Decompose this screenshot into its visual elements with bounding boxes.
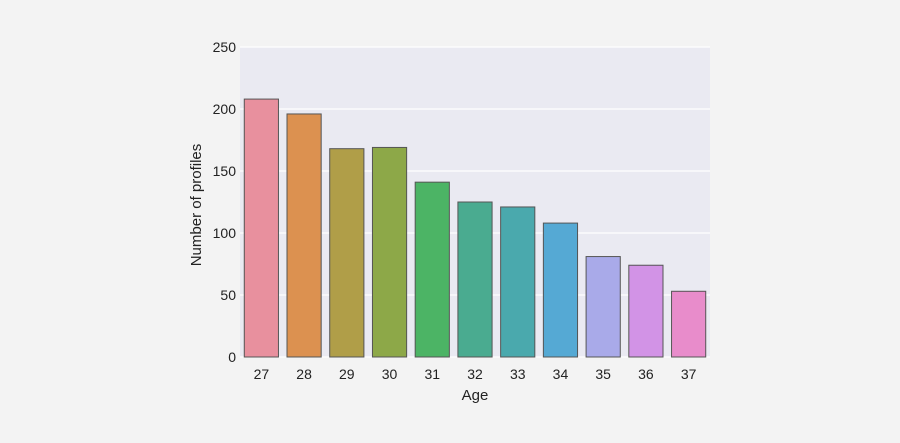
bar-28	[286, 113, 322, 358]
y-tick-label: 250	[213, 39, 237, 55]
bar-35	[585, 256, 621, 358]
bar-30	[371, 146, 408, 358]
bar-31	[414, 181, 450, 358]
bar-32	[457, 201, 493, 358]
x-tick-label: 36	[638, 366, 654, 382]
x-axis-ticks: 27 28 29 30 31 32 33 34 35 36 37	[254, 366, 697, 382]
x-tick-label: 35	[595, 366, 611, 382]
y-tick-label: 150	[213, 163, 237, 179]
y-axis-ticks: 0 50 100 150 200 250	[213, 39, 237, 365]
bars	[243, 98, 707, 358]
x-tick-label: 31	[424, 366, 440, 382]
y-tick-label: 200	[213, 101, 237, 117]
x-tick-label: 33	[510, 366, 526, 382]
y-tick-label: 0	[228, 349, 236, 365]
bar-36	[628, 264, 664, 358]
x-axis-label: Age	[462, 387, 489, 404]
x-tick-label: 29	[339, 366, 355, 382]
y-tick-label: 50	[220, 287, 236, 303]
bar-29	[329, 148, 365, 358]
bar-37	[671, 290, 707, 358]
x-tick-label: 30	[382, 366, 398, 382]
x-tick-label: 34	[553, 366, 569, 382]
x-tick-label: 28	[296, 366, 312, 382]
x-tick-label: 27	[254, 366, 270, 382]
bar-27	[243, 98, 279, 358]
x-tick-label: 37	[681, 366, 697, 382]
bar-34	[542, 222, 579, 358]
bar-33	[500, 206, 536, 358]
x-tick-label: 32	[467, 366, 483, 382]
y-tick-label: 100	[213, 225, 237, 241]
y-axis-label: Number of profiles	[188, 144, 205, 267]
